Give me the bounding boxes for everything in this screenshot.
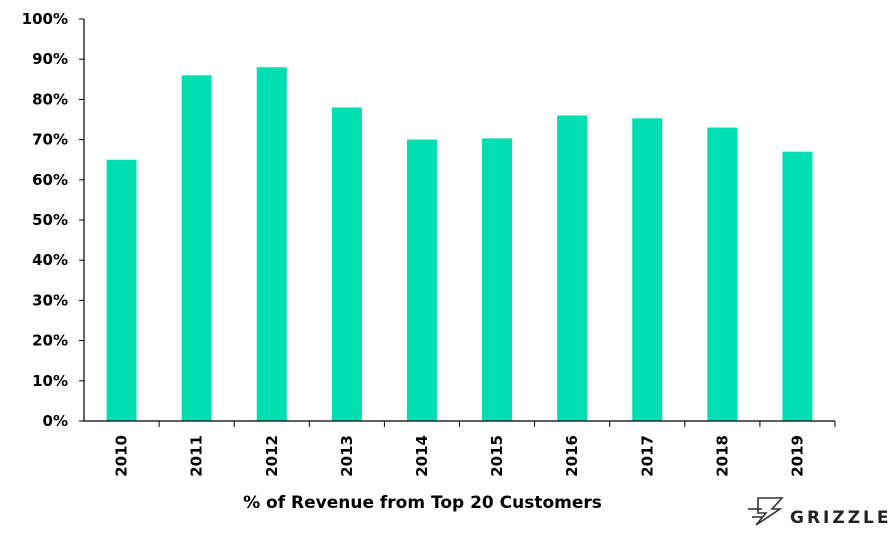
x-tick-label-2018: 2018	[713, 435, 731, 477]
bar-2013	[331, 107, 362, 421]
x-tick-label-2014: 2014	[413, 435, 431, 477]
bar-2011	[181, 75, 212, 421]
y-tick-label: 0%	[43, 412, 68, 430]
y-tick-label: 20%	[32, 332, 68, 350]
x-tick-label-2017: 2017	[638, 435, 656, 477]
x-tick-label-2013: 2013	[338, 435, 356, 477]
y-tick-label: 50%	[32, 211, 68, 229]
y-tick-label: 70%	[32, 131, 68, 149]
bar-2010	[106, 159, 137, 421]
x-tick-label-2010: 2010	[113, 435, 131, 477]
grizzle-logo-text: GRIZZLE	[790, 508, 891, 528]
bar-2019	[782, 151, 813, 421]
bar-2016	[557, 115, 588, 421]
grizzle-logo-icon	[748, 497, 784, 526]
x-axis-ticks: 2010 2011 2012 2013 2014 2015 2016 2017 2018 2019	[113, 421, 836, 477]
y-tick-label: 40%	[32, 251, 68, 269]
y-tick-label: 100%	[22, 10, 68, 28]
bar-2018	[707, 127, 738, 421]
x-axis-label: % of Revenue from Top 20 Customers	[243, 493, 602, 513]
y-tick-label: 90%	[32, 50, 68, 68]
x-tick-label-2016: 2016	[563, 435, 581, 477]
bar-2012	[256, 67, 287, 422]
y-tick-label: 80%	[32, 90, 68, 108]
x-tick-label-2012: 2012	[263, 435, 281, 477]
y-tick-label: 60%	[32, 171, 68, 189]
x-tick-label-2011: 2011	[188, 435, 206, 477]
y-axis-ticks: 0% 10% 20% 30% 40% 50% 60% 70% 80% 90% 100%	[22, 10, 84, 430]
grizzle-logo: GRIZZLE	[748, 497, 891, 528]
bar-2014	[406, 139, 437, 421]
bars	[106, 67, 813, 422]
x-tick-label-2015: 2015	[488, 435, 506, 477]
x-tick-label-2019: 2019	[788, 435, 806, 477]
y-tick-label: 30%	[32, 291, 68, 309]
bar-2015	[482, 138, 513, 422]
bar-2017	[632, 118, 663, 421]
y-tick-label: 10%	[32, 372, 68, 390]
